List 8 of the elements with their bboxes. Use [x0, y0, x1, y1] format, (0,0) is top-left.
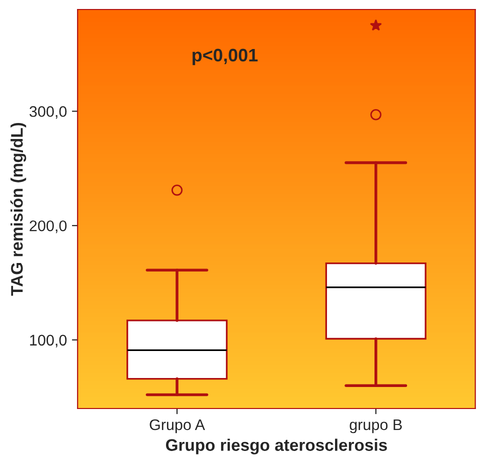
annotation: p<0,001	[192, 48, 258, 66]
x-axis-title: Grupo riesgo aterosclerosis	[166, 438, 387, 454]
y-tick-label: 200,0	[30, 220, 67, 234]
y-axis-title: TAG remisión (mg/dL)	[10, 122, 26, 296]
x-tick-label: grupo B	[350, 419, 402, 434]
x-tick-label: Grupo A	[150, 419, 206, 434]
y-tick-label: 100,0	[30, 334, 67, 348]
y-tick-label: 300,0	[30, 106, 67, 119]
